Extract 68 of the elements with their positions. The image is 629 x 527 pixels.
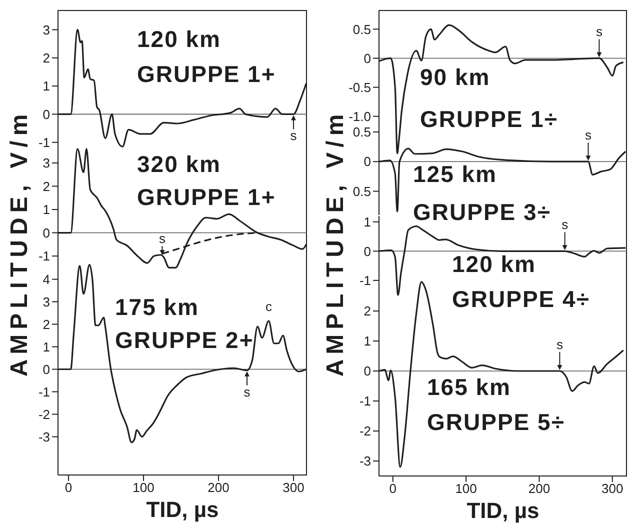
y-tick-label: 0.5 (352, 124, 371, 140)
x-tick-label: 100 (455, 481, 477, 496)
text: GRUPPE 4÷ (452, 286, 590, 312)
text: GRUPPE 2+ (115, 327, 254, 353)
y-tick-label: 0 (42, 362, 50, 377)
text: GRUPPE 1÷ (420, 106, 558, 132)
x-tick-label: 200 (208, 480, 230, 496)
annotation: s (596, 24, 603, 40)
y-tick-label: 3 (42, 22, 50, 38)
y-tick-label: 2 (42, 316, 50, 332)
y-tick-label: 3 (42, 294, 50, 310)
y-tick-label: -0.5 (348, 80, 371, 95)
y-tick-label: -2 (38, 406, 50, 422)
annotation: s (556, 337, 564, 352)
annotation: s (244, 384, 251, 400)
y-tick-label: 1 (364, 214, 371, 230)
y-tick-label: 3 (42, 156, 50, 171)
text: 125 km (413, 161, 498, 187)
y-tick-label: 0 (42, 106, 50, 122)
y-tick-label: -2 (359, 424, 371, 439)
y-tick-label: 2 (42, 178, 50, 194)
annotation: s (159, 231, 166, 246)
y-tick-label: 0 (364, 154, 371, 170)
y-tick-label: 1 (42, 339, 50, 354)
y-tick-label: -1 (359, 394, 371, 409)
annotation: s (290, 128, 298, 144)
y-tick-label: -1 (38, 384, 50, 400)
y-tick-label: 0 (364, 244, 371, 259)
annotation: s (584, 128, 592, 143)
y-tick-label: 0 (364, 364, 371, 379)
text: 120 km (452, 251, 536, 277)
y-tick-label: 1 (42, 202, 50, 218)
x-axis-title: TID, µs (466, 498, 540, 524)
text: GRUPPE 3÷ (413, 199, 551, 225)
text: GRUPPE 1+ (137, 184, 276, 210)
y-axis-title: AMPLITUDE, V/m (6, 108, 34, 376)
x-tick-label: 200 (528, 481, 550, 496)
y-tick-label: -1.0 (348, 108, 371, 124)
y-tick-label: -1 (38, 248, 50, 264)
y-tick-label: 0 (364, 50, 371, 66)
y-tick-label: 0.5 (352, 22, 371, 37)
x-axis-title: TID, µs (145, 497, 220, 523)
x-tick-label: 300 (282, 480, 304, 496)
y-tick-label: 2 (42, 50, 50, 66)
text: GRUPPE 5÷ (427, 409, 565, 435)
annotation: s (562, 217, 569, 232)
x-tick-label: 300 (602, 481, 624, 496)
y-tick-label: 2 (364, 304, 371, 319)
text: 165 km (427, 374, 512, 400)
annotation: c (266, 298, 272, 314)
y-tick-label: -1 (38, 134, 50, 150)
text: GRUPPE 1+ (137, 61, 276, 87)
y-tick-label: 4 (42, 272, 50, 287)
x-tick-label: 0 (64, 480, 72, 496)
text: 90 km (420, 64, 490, 90)
y-tick-label: -3 (359, 454, 371, 469)
chart-title: 320 km (137, 151, 222, 177)
x-tick-label: 0 (389, 481, 397, 496)
y-tick-label: 0.5 (352, 184, 371, 199)
y-tick-label: 1 (42, 78, 50, 94)
text: 175 km (115, 294, 200, 320)
y-tick-label: 1 (364, 334, 371, 349)
y-tick-label: 0 (42, 225, 50, 240)
y-tick-label: -1 (359, 273, 371, 288)
x-tick-label: 100 (132, 480, 154, 496)
text: 120 km (137, 26, 222, 52)
y-axis-title: AMPLITUDE, V/m (322, 109, 349, 377)
y-tick-label: -3 (38, 429, 50, 444)
